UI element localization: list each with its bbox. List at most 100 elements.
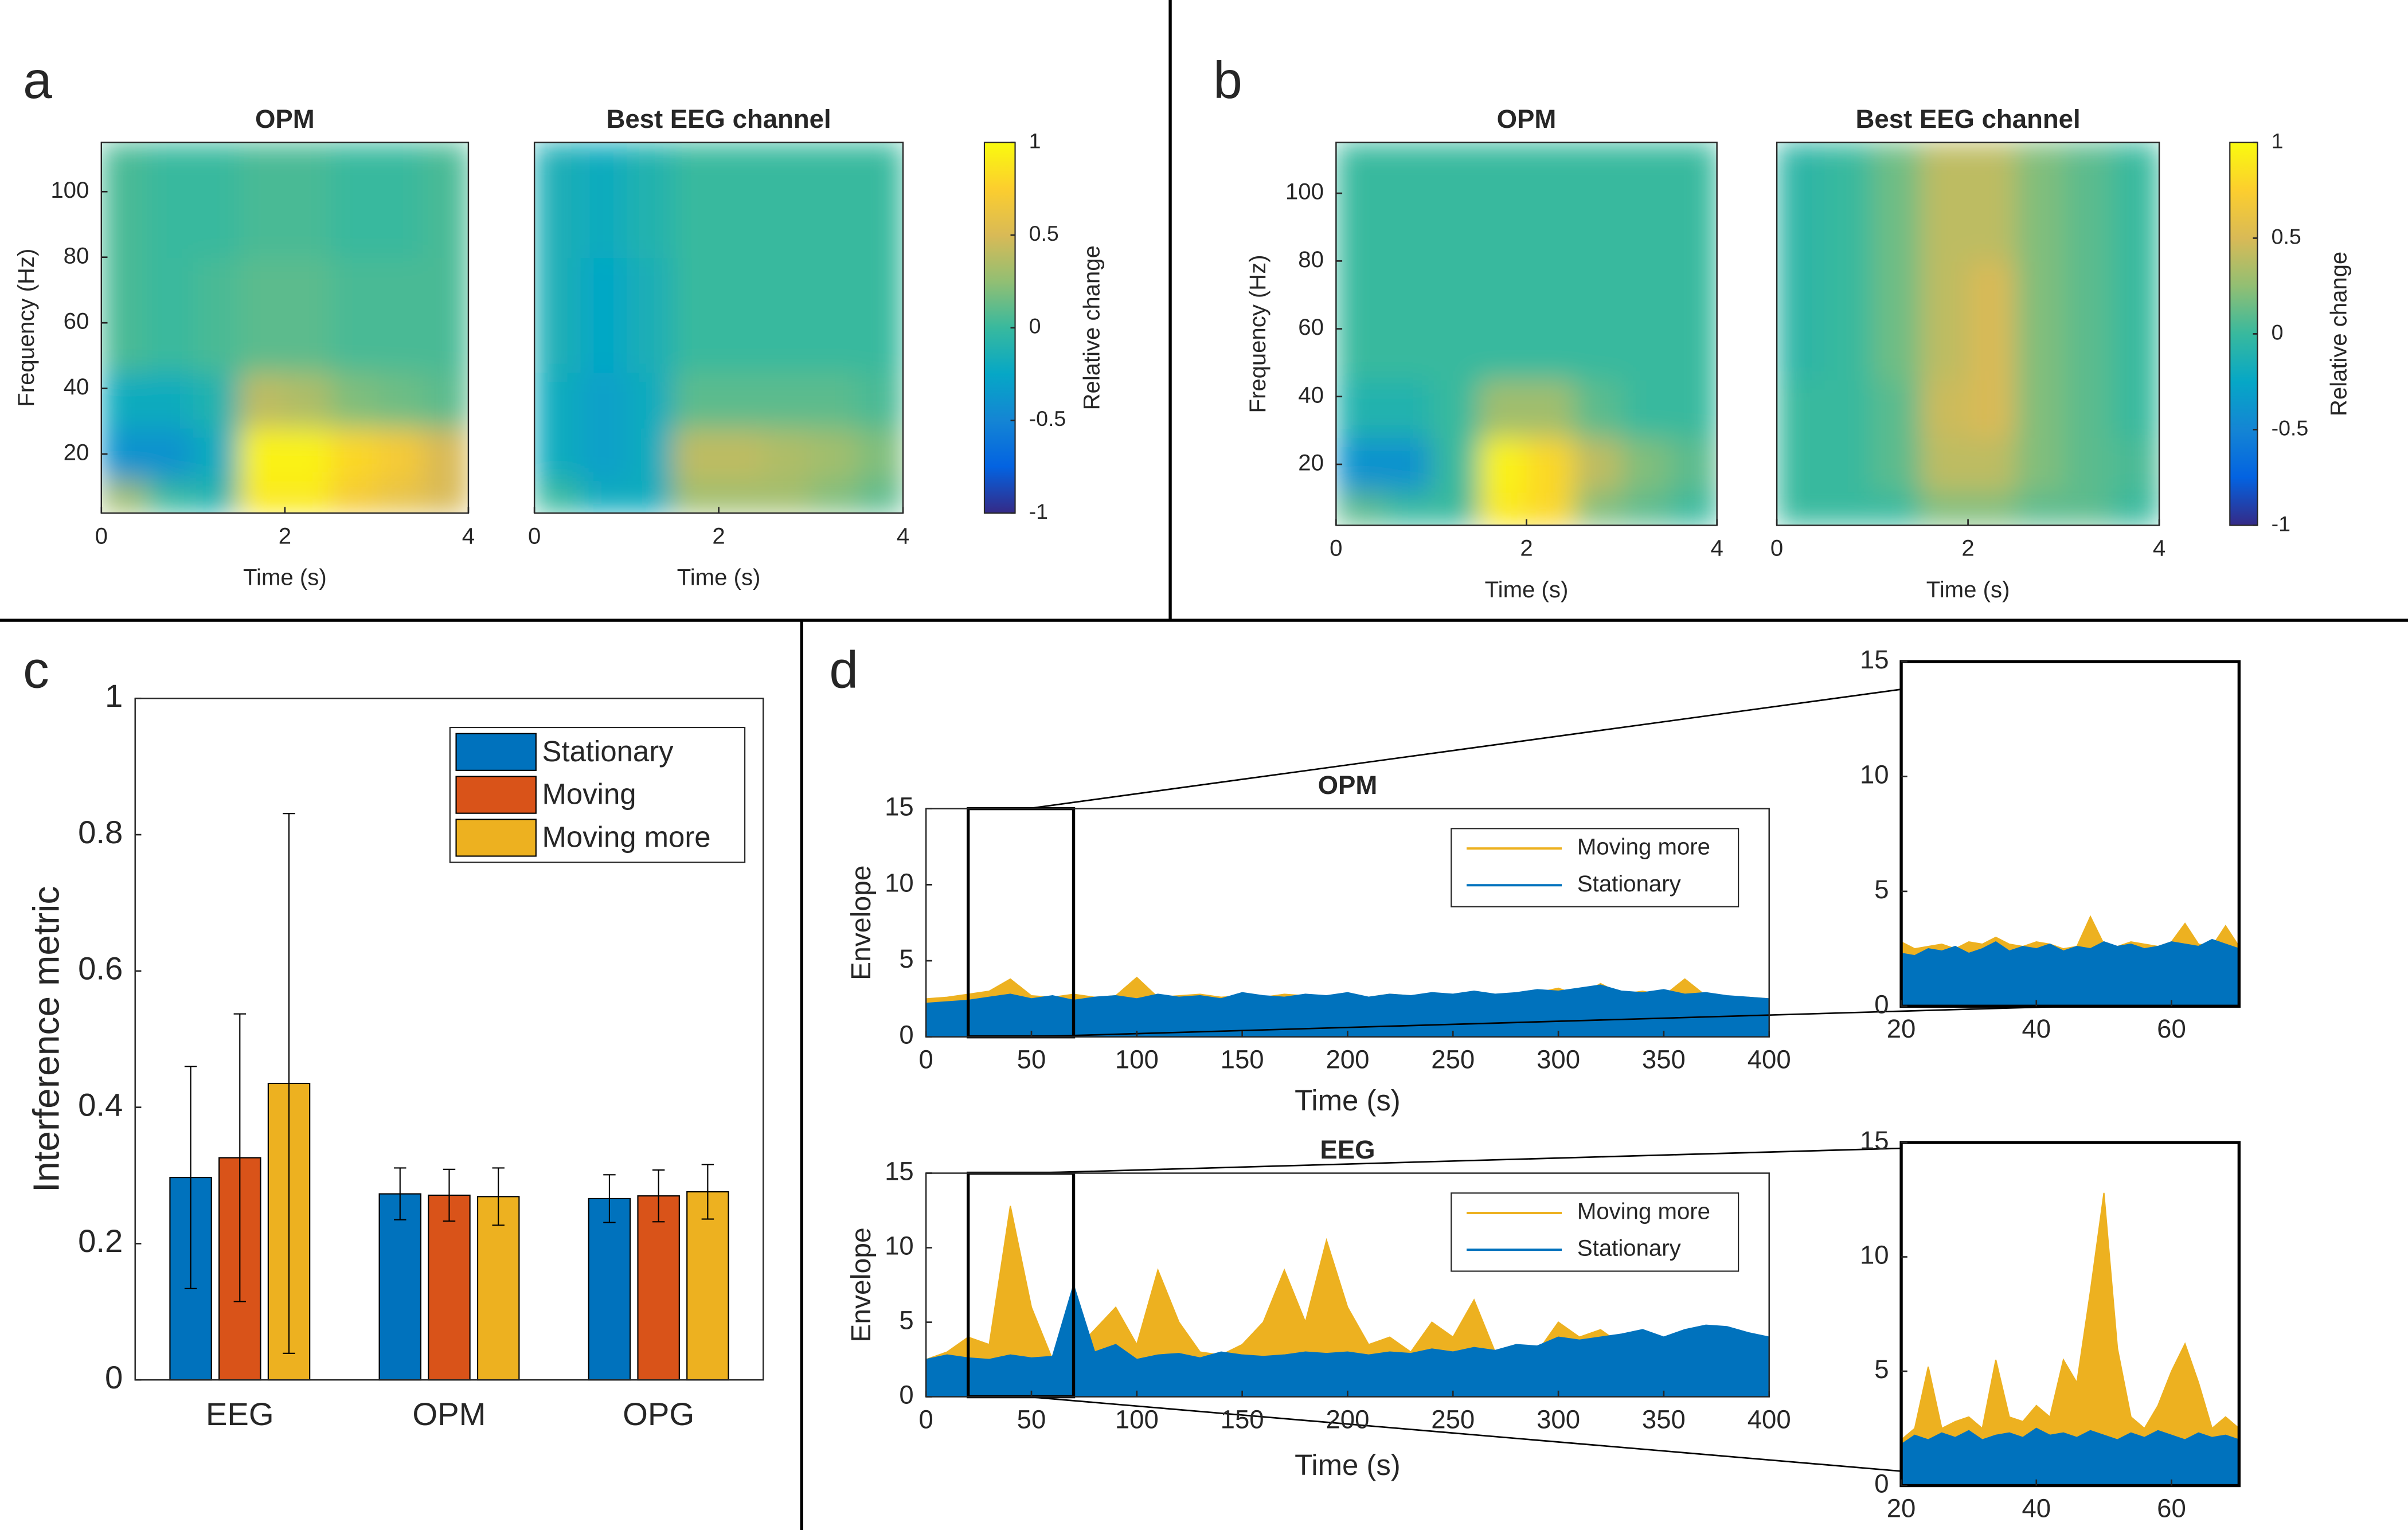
heatmap-cell <box>626 480 674 514</box>
x-tick-label: 100 <box>1115 1404 1159 1434</box>
x-tick-label: OPM <box>412 1396 486 1432</box>
y-tick-label: 10 <box>1860 1241 1889 1270</box>
heatmap-cell <box>193 480 240 514</box>
y-tick-label: 0 <box>1874 989 1889 1019</box>
heatmap-cell <box>1431 491 1480 526</box>
heatmap-cell <box>1621 142 1670 262</box>
x-tick-label: 250 <box>1431 1045 1475 1074</box>
heatmap-cell <box>1777 142 1825 262</box>
axes-box <box>1899 660 2241 1008</box>
heatmap-cell <box>626 371 674 429</box>
heatmap-cell <box>422 428 468 482</box>
heatmap-cell <box>284 371 332 429</box>
heatmap-cell <box>1574 437 1623 492</box>
heatmap-cell <box>811 428 858 482</box>
x-tick-label: 50 <box>1017 1045 1046 1074</box>
heatmap-cell <box>1574 491 1623 526</box>
legend-label: Stationary <box>1577 1235 1681 1261</box>
area <box>926 1282 1769 1397</box>
heatmap-cell <box>1777 379 1825 439</box>
heatmap-cell <box>147 428 194 482</box>
heatmap-cell <box>101 428 148 482</box>
heatmap-cell <box>147 257 194 373</box>
heatmap-cell <box>101 371 148 429</box>
heatmap-cell <box>580 371 628 429</box>
colorbar-tick-label: -1 <box>1029 499 1048 523</box>
heatmap-cell <box>330 371 378 429</box>
heatmap-cell <box>1824 491 1874 526</box>
heatmap-cell <box>1431 142 1480 262</box>
heatmap-cell <box>857 428 903 482</box>
heatmap-cell <box>330 257 378 373</box>
chart-title: EEG <box>1320 1135 1375 1164</box>
heatmap-cell <box>239 428 286 482</box>
panel-label: d <box>829 641 858 699</box>
heatmap-cell <box>1777 437 1825 492</box>
heatmap-cell <box>1526 142 1575 262</box>
x-tick-label: 350 <box>1642 1045 1686 1074</box>
x-tick-label: 2 <box>279 523 291 549</box>
heatmap-cell <box>1479 142 1527 262</box>
heatmap-cell <box>376 142 424 259</box>
x-tick-label: 100 <box>1115 1045 1159 1074</box>
x-axis-label: Time (s) <box>243 565 327 590</box>
x-tick-label: 20 <box>1887 1493 1916 1523</box>
y-tick-label: 40 <box>64 374 89 400</box>
heatmap-cell <box>534 480 581 514</box>
y-tick-label: 15 <box>1860 1126 1889 1155</box>
heatmap-cell <box>239 142 286 259</box>
bar <box>637 1195 680 1381</box>
heatmap-cell <box>193 142 240 259</box>
heatmap-cell <box>626 428 674 482</box>
y-tick-label: 0 <box>899 1380 913 1410</box>
colorbar-tick-label: -0.5 <box>2272 416 2309 440</box>
x-tick-label: 60 <box>2157 1014 2186 1043</box>
heatmap-cell <box>2063 437 2113 492</box>
heatmap-cell <box>857 257 903 373</box>
chart-title: Best EEG channel <box>1856 104 2081 134</box>
colorbar-tick-label: -1 <box>2272 511 2290 535</box>
colorbar-tick-label: 0.5 <box>1029 221 1059 245</box>
heatmap-cell <box>1479 437 1527 492</box>
heatmap-cell <box>534 428 581 482</box>
heatmap-cell <box>2015 142 2065 262</box>
y-tick-label: 10 <box>885 868 914 897</box>
heatmap-cell <box>1872 491 1921 526</box>
heatmap-cell <box>718 257 766 373</box>
axes-box <box>134 698 764 1381</box>
heatmap-cell <box>764 480 812 514</box>
heatmap-cell <box>811 257 858 373</box>
chart-title: OPM <box>255 104 315 134</box>
x-tick-label: 50 <box>1017 1404 1046 1434</box>
heatmap-cell <box>1574 142 1623 262</box>
heatmap-cell <box>422 480 468 514</box>
heatmap-cell <box>1383 437 1432 492</box>
heatmap-cell <box>764 428 812 482</box>
heatmap-cell <box>626 142 674 259</box>
heatmap-cells <box>534 142 903 514</box>
heatmap-cell <box>1777 261 1825 381</box>
y-tick-label: 100 <box>50 177 89 203</box>
x-tick-label: 2 <box>1520 535 1533 561</box>
heatmap-cell <box>1872 437 1921 492</box>
heatmap-cell <box>1383 142 1432 262</box>
x-axis-label: Time (s) <box>1926 577 2010 602</box>
heatmap-cell <box>239 371 286 429</box>
heatmap-cell <box>422 142 468 259</box>
heatmap-cell <box>1872 142 1921 262</box>
bar <box>428 1194 471 1381</box>
y-tick-label: 0 <box>105 1359 123 1395</box>
chart-title: OPM <box>1318 770 1378 800</box>
heatmap-cell <box>1968 261 2017 381</box>
x-axis-label: Time (s) <box>1295 1449 1401 1481</box>
x-tick-label: 200 <box>1326 1045 1369 1074</box>
heatmap-cell <box>147 480 194 514</box>
heatmap-cell <box>1669 437 1717 492</box>
heatmap-cell <box>1968 437 2017 492</box>
heatmap-cell <box>2111 379 2160 439</box>
heatmap <box>1336 142 1717 526</box>
heatmap-cell <box>193 257 240 373</box>
legend-swatch <box>455 733 537 771</box>
x-tick-label: 2 <box>1961 535 1974 561</box>
